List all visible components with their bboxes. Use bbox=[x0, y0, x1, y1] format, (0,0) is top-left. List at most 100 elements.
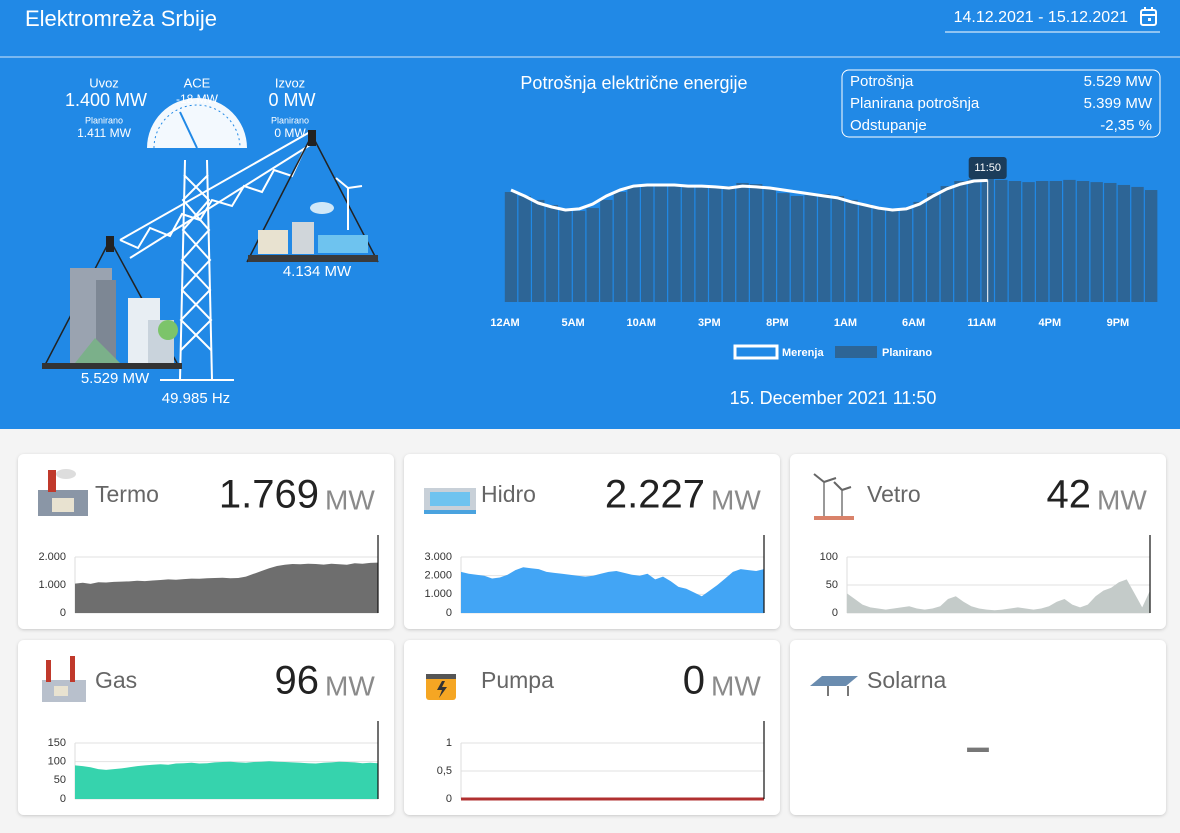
card-icon-part bbox=[426, 674, 456, 679]
bar bbox=[1090, 182, 1103, 302]
bar bbox=[995, 179, 1008, 302]
date-range[interactable]: 14.12.2021 - 15.12.2021 bbox=[954, 9, 1128, 26]
card-unit: MW bbox=[325, 670, 375, 701]
bar bbox=[681, 186, 695, 302]
import-planned-value: 1.411 MW bbox=[77, 126, 131, 140]
bar bbox=[532, 199, 545, 302]
y-tick-label: 1.000 bbox=[38, 579, 66, 591]
bar bbox=[913, 201, 926, 302]
bar bbox=[1104, 182, 1117, 302]
x-tick-label: 3PM bbox=[698, 317, 721, 329]
bar bbox=[954, 181, 967, 302]
bar bbox=[668, 184, 681, 302]
card-value: 1.769 bbox=[219, 473, 319, 517]
card-title: Hidro bbox=[481, 481, 536, 507]
bar bbox=[559, 208, 572, 302]
card-icon-part bbox=[52, 498, 74, 512]
legend-swatch bbox=[835, 346, 877, 358]
bar bbox=[777, 193, 790, 302]
ace-value: -18 MW bbox=[176, 92, 219, 106]
bar bbox=[1144, 190, 1158, 302]
bar bbox=[722, 186, 736, 302]
y-tick-label: 3.000 bbox=[424, 551, 452, 563]
chart-title: Potrošnja električne energije bbox=[520, 73, 747, 93]
card-value: 0 bbox=[683, 659, 705, 703]
grid-illustration bbox=[42, 98, 379, 381]
bar bbox=[1117, 184, 1131, 302]
bar bbox=[749, 184, 763, 302]
info-label: Odstupanje bbox=[850, 117, 927, 134]
x-tick-label: 5AM bbox=[561, 317, 584, 329]
y-tick-label: 0 bbox=[446, 793, 452, 805]
bar bbox=[927, 193, 940, 302]
y-tick-label: 0 bbox=[832, 607, 838, 619]
card-unit: MW bbox=[325, 484, 375, 515]
card-icon-part bbox=[424, 510, 476, 514]
card bbox=[790, 640, 1166, 815]
bar bbox=[831, 195, 845, 302]
bar bbox=[804, 195, 817, 302]
info-value: 5.399 MW bbox=[1084, 95, 1153, 112]
y-tick-label: 2.000 bbox=[38, 551, 66, 563]
bar bbox=[586, 208, 599, 302]
ace-label: ACE bbox=[184, 75, 211, 90]
bar bbox=[858, 204, 872, 302]
cursor-label: 11:50 bbox=[974, 162, 1001, 174]
y-tick-label: 150 bbox=[48, 737, 66, 749]
bar bbox=[886, 210, 899, 302]
card-value: – bbox=[966, 723, 990, 772]
x-tick-label: 12AM bbox=[490, 317, 519, 329]
y-tick-label: 50 bbox=[826, 579, 838, 591]
import-planned-label: Planirano bbox=[85, 115, 123, 125]
card-title: Gas bbox=[95, 667, 137, 693]
y-tick-label: 100 bbox=[820, 551, 838, 563]
card-unit: MW bbox=[711, 484, 761, 515]
production-value: 4.134 MW bbox=[283, 263, 352, 280]
area bbox=[461, 567, 764, 613]
bar bbox=[504, 192, 518, 302]
export-planned-label: Planirano bbox=[271, 115, 309, 125]
legend-swatch bbox=[733, 344, 779, 360]
card-unit: MW bbox=[711, 670, 761, 701]
bar bbox=[654, 184, 668, 302]
export-planned-value: 0 MW bbox=[274, 126, 306, 140]
measured-line bbox=[510, 178, 988, 212]
card-value: 42 bbox=[1047, 473, 1092, 517]
card-icon-part bbox=[813, 473, 852, 491]
x-tick-label: 9PM bbox=[1107, 317, 1130, 329]
bar bbox=[790, 195, 804, 302]
card-title: Termo bbox=[95, 481, 159, 507]
import-label: Uvoz bbox=[89, 75, 119, 90]
area bbox=[847, 579, 1150, 613]
consumption-value: 5.529 MW bbox=[81, 370, 150, 387]
y-tick-label: 0,5 bbox=[437, 765, 452, 777]
card-value: 2.227 bbox=[605, 473, 705, 517]
x-tick-label: 8PM bbox=[766, 317, 789, 329]
card-unit: MW bbox=[1097, 484, 1147, 515]
bar bbox=[695, 186, 708, 302]
import-value: 1.400 MW bbox=[65, 90, 147, 110]
bar bbox=[1049, 181, 1062, 302]
card-icon-part bbox=[437, 681, 447, 698]
info-label: Potrošnja bbox=[850, 73, 914, 90]
bar bbox=[736, 182, 749, 302]
card-title: Vetro bbox=[867, 481, 921, 507]
card-title: Solarna bbox=[867, 667, 946, 693]
timestamp: 15. December 2021 11:50 bbox=[730, 388, 937, 408]
app-title: Elektromreža Srbije bbox=[25, 6, 217, 31]
y-tick-label: 2.000 bbox=[424, 570, 452, 582]
y-tick-label: 0 bbox=[446, 607, 452, 619]
y-tick-label: 1 bbox=[446, 737, 452, 749]
y-tick-label: 100 bbox=[48, 756, 66, 768]
export-value: 0 MW bbox=[269, 90, 316, 110]
bar bbox=[1035, 181, 1049, 302]
x-tick-label: 1AM bbox=[834, 317, 857, 329]
calendar-icon[interactable] bbox=[1140, 7, 1157, 26]
card-icon-part bbox=[48, 470, 56, 492]
export-label: Izvoz bbox=[275, 75, 305, 90]
info-value: 5.529 MW bbox=[1084, 73, 1153, 90]
card-icon-part bbox=[46, 660, 51, 682]
card-icon-part bbox=[814, 516, 854, 520]
